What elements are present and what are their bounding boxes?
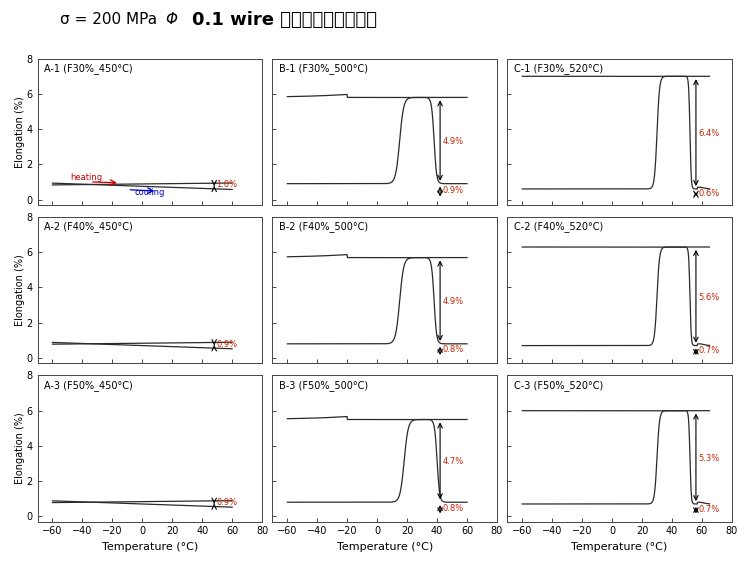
Text: 0.8%: 0.8%	[442, 345, 464, 354]
X-axis label: Temperature (°C): Temperature (°C)	[337, 542, 433, 552]
Y-axis label: Elongation (%): Elongation (%)	[15, 254, 25, 326]
Text: Φ: Φ	[166, 12, 178, 27]
Text: C-1 (F30%_520°C): C-1 (F30%_520°C)	[514, 63, 603, 74]
Text: 0.1 wire 정하중열사이클시험: 0.1 wire 정하중열사이클시험	[192, 11, 377, 29]
Text: 4.7%: 4.7%	[442, 458, 464, 467]
Text: A-2 (F40%_450°C): A-2 (F40%_450°C)	[44, 222, 133, 232]
X-axis label: Temperature (°C): Temperature (°C)	[572, 542, 668, 552]
Text: 0.6%: 0.6%	[698, 189, 719, 198]
X-axis label: Temperature (°C): Temperature (°C)	[102, 542, 198, 552]
Text: B-3 (F50%_500°C): B-3 (F50%_500°C)	[279, 380, 368, 391]
Text: 0.7%: 0.7%	[698, 346, 719, 355]
Y-axis label: Elongation (%): Elongation (%)	[15, 413, 25, 484]
Text: A-1 (F30%_450°C): A-1 (F30%_450°C)	[44, 63, 133, 74]
Text: 0.9%: 0.9%	[216, 340, 237, 349]
Text: 0.8%: 0.8%	[442, 503, 464, 513]
Text: cooling: cooling	[135, 188, 165, 197]
Text: σ = 200 MPa: σ = 200 MPa	[60, 12, 157, 27]
Text: C-3 (F50%_520°C): C-3 (F50%_520°C)	[514, 380, 603, 391]
Text: 0.9%: 0.9%	[216, 498, 237, 507]
Text: B-1 (F30%_500°C): B-1 (F30%_500°C)	[279, 63, 368, 74]
Text: 4.9%: 4.9%	[442, 297, 463, 306]
Text: 0.7%: 0.7%	[698, 505, 719, 514]
Text: B-2 (F40%_500°C): B-2 (F40%_500°C)	[279, 222, 368, 232]
Text: 1.0%: 1.0%	[216, 180, 237, 189]
Text: C-2 (F40%_520°C): C-2 (F40%_520°C)	[514, 222, 603, 232]
Text: 5.3%: 5.3%	[698, 454, 719, 463]
Text: heating: heating	[71, 174, 102, 183]
Text: 4.9%: 4.9%	[442, 137, 463, 146]
Text: A-3 (F50%_450°C): A-3 (F50%_450°C)	[44, 380, 133, 391]
Text: 0.9%: 0.9%	[442, 186, 463, 195]
Y-axis label: Elongation (%): Elongation (%)	[15, 96, 25, 168]
Text: 5.6%: 5.6%	[698, 293, 719, 302]
Text: 6.4%: 6.4%	[698, 129, 719, 138]
